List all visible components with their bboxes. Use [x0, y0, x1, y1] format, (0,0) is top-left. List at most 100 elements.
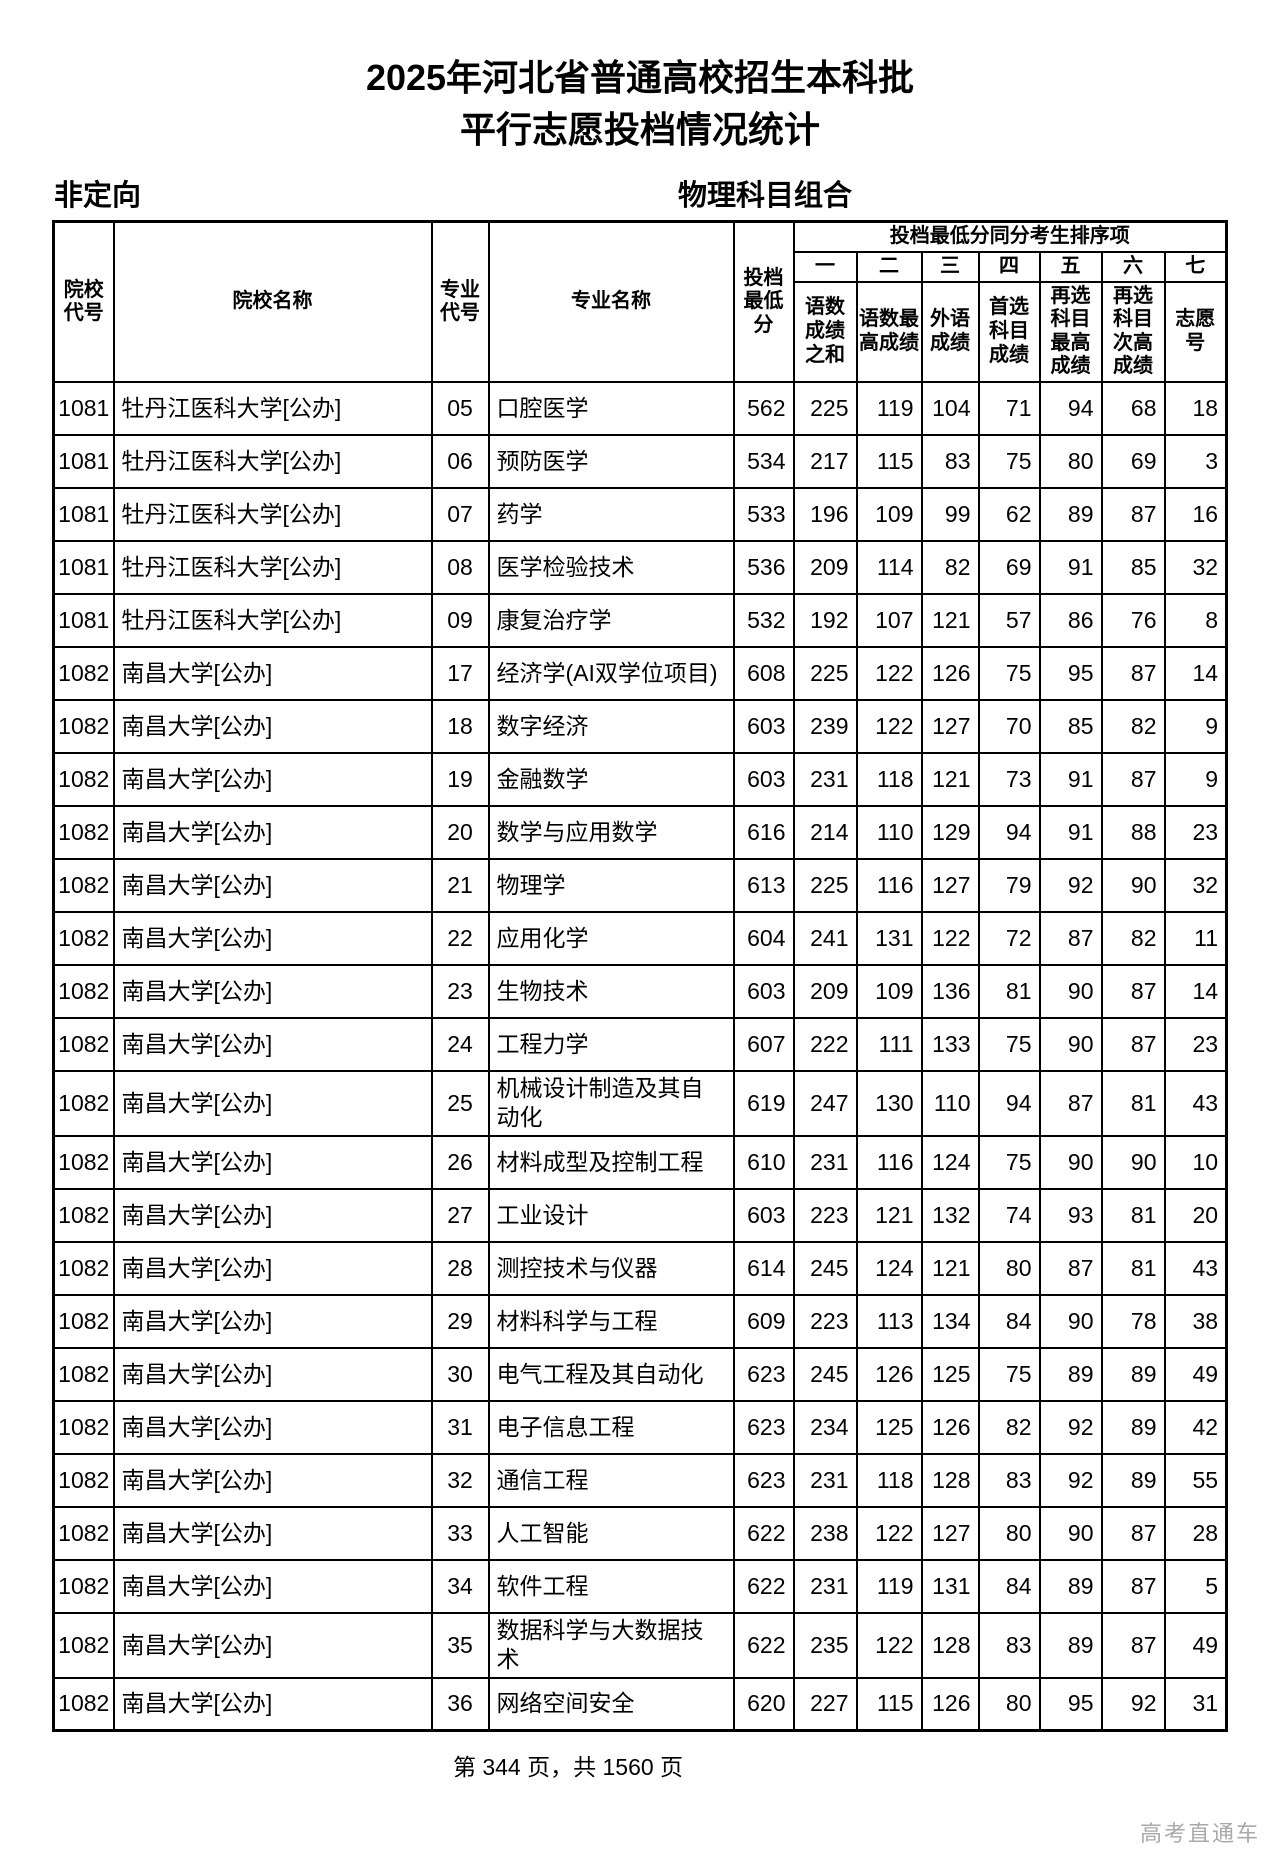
- tiebreak-7-cell: 3: [1163, 433, 1228, 489]
- page-title-line2: 平行志愿投档情况统计: [459, 109, 820, 151]
- college-name-cell: 南昌大学[公办]: [112, 1676, 433, 1732]
- tiebreak-3-cell: 129: [920, 804, 980, 860]
- major-code-cell: 32: [430, 1452, 490, 1508]
- tiebreak-1-cell: 231: [792, 1452, 858, 1508]
- college-name-cell: 南昌大学[公办]: [112, 1399, 433, 1455]
- tiebreak-rank-2: 二: [855, 250, 923, 283]
- tiebreak-2-cell: 126: [855, 1346, 923, 1402]
- tiebreak-1-cell: 225: [792, 857, 858, 913]
- college-name-cell: 南昌大学[公办]: [112, 1240, 433, 1296]
- tiebreak-2-cell: 119: [855, 380, 923, 436]
- min-score-cell: 623: [732, 1399, 795, 1455]
- college-name-cell: 南昌大学[公办]: [112, 857, 433, 913]
- college-code-cell: 1081: [52, 486, 115, 542]
- tiebreak-5-cell: 89: [1038, 1346, 1103, 1402]
- tiebreak-7-cell: 9: [1163, 751, 1228, 807]
- tiebreak-4-cell: 94: [977, 804, 1041, 860]
- college-code-cell: 1081: [52, 433, 115, 489]
- table-row: 1082 南昌大学[公办] 36 网络空间安全 620 227 115 126 80 95 92 31: [52, 1676, 1228, 1732]
- tiebreak-6-cell: 89: [1100, 1346, 1166, 1402]
- table-row: 1082 南昌大学[公办] 33 人工智能 622 238 122 127 80 90 87 28: [52, 1505, 1228, 1561]
- tiebreak-4-cell: 84: [977, 1293, 1041, 1349]
- tiebreak-3-cell: 104: [920, 380, 980, 436]
- tiebreak-5-cell: 86: [1038, 592, 1103, 648]
- college-name-cell: 牡丹江医科大学[公办]: [112, 592, 433, 648]
- min-score-cell: 603: [732, 698, 795, 754]
- tiebreak-4-cell: 75: [977, 1134, 1041, 1190]
- tiebreak-label-5: 再选科目最高成绩: [1038, 280, 1103, 383]
- tiebreak-4-cell: 62: [977, 486, 1041, 542]
- tiebreak-4-cell: 71: [977, 380, 1041, 436]
- major-name-cell: 机械设计制造及其自动化: [487, 1069, 735, 1137]
- college-name-cell: 南昌大学[公办]: [112, 1016, 433, 1072]
- min-score-cell: 607: [732, 1016, 795, 1072]
- tiebreak-4-cell: 83: [977, 1611, 1041, 1679]
- tiebreak-7-cell: 11: [1163, 910, 1228, 966]
- table-row: 1082 南昌大学[公办] 18 数字经济 603 239 122 127 70 85 82 9: [52, 698, 1228, 754]
- tiebreak-6-cell: 81: [1100, 1069, 1166, 1137]
- tiebreak-6-cell: 87: [1100, 751, 1166, 807]
- tiebreak-6-cell: 90: [1100, 857, 1166, 913]
- tiebreak-1-cell: 231: [792, 751, 858, 807]
- tiebreak-6-cell: 82: [1100, 910, 1166, 966]
- table-row: 1082 南昌大学[公办] 19 金融数学 603 231 118 121 73 91 87 9: [52, 751, 1228, 807]
- min-score-cell: 603: [732, 751, 795, 807]
- tiebreak-7-cell: 16: [1163, 486, 1228, 542]
- min-score-cell: 622: [732, 1558, 795, 1614]
- table-row: 1082 南昌大学[公办] 25 机械设计制造及其自动化 619 247 130 110 94 8…: [52, 1069, 1228, 1137]
- tiebreak-5-cell: 89: [1038, 486, 1103, 542]
- tiebreak-2-cell: 109: [855, 963, 923, 1019]
- table-row: 1082 南昌大学[公办] 31 电子信息工程 623 234 125 126 82 92 89 42: [52, 1399, 1228, 1455]
- admission-table: 院校代号 院校名称 专业代号 专业名称 投档最低分 投档最低分同分考生排序项 一…: [52, 220, 1229, 1733]
- major-name-cell: 软件工程: [487, 1558, 735, 1614]
- tiebreak-1-cell: 235: [792, 1611, 858, 1679]
- major-code-cell: 34: [430, 1558, 490, 1614]
- major-name-cell: 生物技术: [487, 963, 735, 1019]
- table-header: 院校代号 院校名称 专业代号 专业名称 投档最低分 投档最低分同分考生排序项 一…: [52, 220, 1228, 383]
- major-code-cell: 35: [430, 1611, 490, 1679]
- tiebreak-4-cell: 75: [977, 1346, 1041, 1402]
- tiebreak-3-cell: 128: [920, 1611, 980, 1679]
- college-code-cell: 1082: [52, 963, 115, 1019]
- college-name-cell: 南昌大学[公办]: [112, 1505, 433, 1561]
- tiebreak-7-cell: 23: [1163, 804, 1228, 860]
- tiebreak-5-cell: 95: [1038, 645, 1103, 701]
- min-score-cell: 603: [732, 963, 795, 1019]
- tiebreak-2-cell: 124: [855, 1240, 923, 1296]
- min-score-cell: 532: [732, 592, 795, 648]
- table-row: 1082 南昌大学[公办] 28 测控技术与仪器 614 245 124 121 80 87 81 4…: [52, 1240, 1228, 1296]
- tiebreak-7-cell: 32: [1163, 857, 1228, 913]
- tiebreak-6-cell: 69: [1100, 433, 1166, 489]
- col-header-college-name: 院校名称: [112, 220, 433, 383]
- page-number: 第 344 页，共 1560 页: [452, 1754, 684, 1781]
- major-code-cell: 29: [430, 1293, 490, 1349]
- tiebreak-2-cell: 110: [855, 804, 923, 860]
- tiebreak-6-cell: 87: [1100, 1505, 1166, 1561]
- major-name-cell: 工业设计: [487, 1187, 735, 1243]
- table-row: 1082 南昌大学[公办] 34 软件工程 622 231 119 131 84 89 87 5: [52, 1558, 1228, 1614]
- major-code-cell: 08: [430, 539, 490, 595]
- tiebreak-5-cell: 90: [1038, 1505, 1103, 1561]
- major-name-cell: 经济学(AI双学位项目): [487, 645, 735, 701]
- college-name-cell: 南昌大学[公办]: [112, 751, 433, 807]
- tiebreak-5-cell: 87: [1038, 1069, 1103, 1137]
- major-code-cell: 09: [430, 592, 490, 648]
- tiebreak-2-cell: 107: [855, 592, 923, 648]
- tiebreak-4-cell: 75: [977, 433, 1041, 489]
- min-score-cell: 619: [732, 1069, 795, 1137]
- major-name-cell: 材料科学与工程: [487, 1293, 735, 1349]
- major-name-cell: 电气工程及其自动化: [487, 1346, 735, 1402]
- major-code-cell: 27: [430, 1187, 490, 1243]
- tiebreak-4-cell: 80: [977, 1505, 1041, 1561]
- college-code-cell: 1082: [52, 1558, 115, 1614]
- tiebreak-3-cell: 127: [920, 1505, 980, 1561]
- major-name-cell: 物理学: [487, 857, 735, 913]
- tiebreak-4-cell: 80: [977, 1676, 1041, 1732]
- min-score-cell: 609: [732, 1293, 795, 1349]
- table-row: 1082 南昌大学[公办] 22 应用化学 604 241 131 122 72 87 82 11: [52, 910, 1228, 966]
- tiebreak-1-cell: 223: [792, 1187, 858, 1243]
- tiebreak-7-cell: 10: [1163, 1134, 1228, 1190]
- major-name-cell: 医学检验技术: [487, 539, 735, 595]
- min-score-cell: 562: [732, 380, 795, 436]
- tiebreak-5-cell: 87: [1038, 1240, 1103, 1296]
